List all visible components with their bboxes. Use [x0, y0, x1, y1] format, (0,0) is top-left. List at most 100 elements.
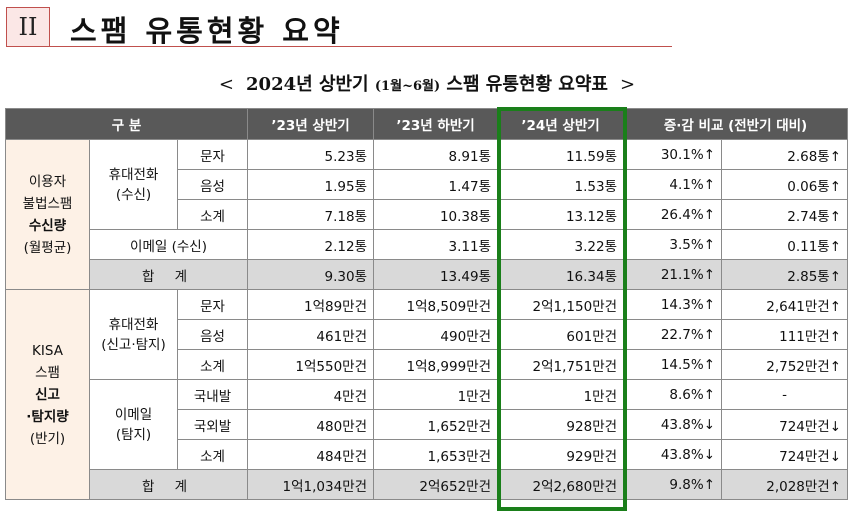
cell-h24a: 2억1,150만건 — [497, 289, 625, 320]
cell-h23b: 8.91통 — [373, 139, 499, 170]
table-row: 소계 7.18통 10.38통 13.12통 26.4%↑ 2.74통↑ — [6, 199, 849, 230]
cell-h23a: 7.18통 — [247, 199, 375, 230]
section2-label: KISA 스팸 신고 ·탐지량 (반기) — [5, 289, 90, 500]
cell-h24a: 601만건 — [497, 319, 625, 350]
table-row: 이메일 (탐지) 국내발 4만건 1만건 1만건 8.6%↑ - — [6, 379, 849, 470]
cell-h23a: 1억89만건 — [247, 289, 375, 320]
row-label: 소계 — [176, 439, 249, 470]
table-header-row: 구 분 ’23년 상반기 ’23년 하반기 ’24년 상반기 증·감 비교 (전… — [4, 108, 849, 140]
cell-h24a: 928만건 — [497, 409, 625, 440]
section1-mobile-label: 휴대전화 (수신) — [89, 139, 178, 230]
cell-diff: 2,752만건↑ — [721, 349, 849, 380]
cell-h23b: 1만건 — [373, 379, 499, 410]
section-number-box: II — [6, 7, 50, 47]
row-label: 음성 — [176, 319, 249, 350]
cell-h23a: 461만건 — [247, 319, 375, 350]
cell-diff: 2.68통↑ — [721, 139, 849, 170]
cell-h23a: 2.12통 — [247, 229, 375, 260]
section2-mobile-label: 휴대전화 (신고·탐지) — [89, 289, 178, 380]
row-label: 합 계 — [88, 469, 249, 500]
header-change: 증·감 비교 (전반기 대비) — [623, 108, 849, 140]
row-label: 문자 — [176, 289, 249, 320]
table-row: 국외발 480만건 1,652만건 928만건 43.8%↓ 724만건↓ — [6, 409, 849, 440]
cell-h23a: 484만건 — [247, 439, 375, 470]
table-row-total: 합 계 1억1,034만건 2억652만건 2억2,680만건 9.8%↑ 2,… — [6, 469, 849, 500]
row-label: 문자 — [176, 139, 249, 170]
table-row: 이메일 (수신) 2.12통 3.11통 3.22통 3.5%↑ 0.11통↑ — [6, 229, 849, 260]
cell-diff: 724만건↓ — [721, 439, 849, 470]
header-h24a: ’24년 상반기 — [497, 108, 625, 140]
cell-h23a: 1.95통 — [247, 169, 375, 200]
cell-h24a: 2억1,751만건 — [497, 349, 625, 380]
cell-h23b: 3.11통 — [373, 229, 499, 260]
spam-summary-table: 구 분 ’23년 상반기 ’23년 하반기 ’24년 상반기 증·감 비교 (전… — [4, 108, 849, 500]
cell-h24a: 1.53통 — [497, 169, 625, 200]
cell-pct: 8.6%↑ — [623, 379, 723, 410]
cell-pct: 14.5%↑ — [623, 349, 723, 380]
title-underline — [50, 46, 672, 47]
cell-h23a: 9.30통 — [247, 259, 375, 290]
table-row: 소계 1억550만건 1억8,999만건 2억1,751만건 14.5%↑ 2,… — [6, 349, 849, 380]
row-label: 소계 — [176, 349, 249, 380]
row-label: 국내발 — [176, 379, 249, 410]
cell-pct: 43.8%↓ — [623, 439, 723, 470]
cell-h24a: 13.12통 — [497, 199, 625, 230]
section1-label: 이용자 불법스팸 수신량 (월평균) — [5, 139, 90, 290]
table-row: 소계 484만건 1,653만건 929만건 43.8%↓ 724만건↓ — [6, 439, 849, 470]
table-row: 이용자 불법스팸 수신량 (월평균) 휴대전화 (수신) 문자 5.23통 8.… — [5, 139, 849, 290]
cell-h23b: 1,652만건 — [373, 409, 499, 440]
cell-pct: 21.1%↑ — [623, 259, 723, 290]
cell-diff: 111만건↑ — [721, 319, 849, 350]
cell-h23b: 1억8,509만건 — [373, 289, 499, 320]
section-number: II — [18, 13, 38, 41]
cell-h24a: 16.34통 — [497, 259, 625, 290]
row-label: 이메일 (수신) — [88, 229, 249, 260]
cell-h23a: 4만건 — [247, 379, 375, 410]
cell-diff: 2,028만건↑ — [721, 469, 849, 500]
section2-email-label: 이메일 (탐지) — [89, 379, 178, 470]
cell-h24a: 11.59통 — [497, 139, 625, 170]
row-label: 국외발 — [176, 409, 249, 440]
cell-pct: 43.8%↓ — [623, 409, 723, 440]
cell-h23a: 5.23통 — [247, 139, 375, 170]
page-title: 스팸 유통현황 요약 — [70, 14, 344, 48]
cell-h23b: 1,653만건 — [373, 439, 499, 470]
cell-h23a: 480만건 — [247, 409, 375, 440]
cell-h23a: 1억1,034만건 — [247, 469, 375, 500]
cell-pct: 9.8%↑ — [623, 469, 723, 500]
header-h23b: ’23년 하반기 — [373, 108, 499, 140]
cell-diff: 0.06통↑ — [721, 169, 849, 200]
cell-h23b: 490만건 — [373, 319, 499, 350]
cell-diff: 2.74통↑ — [721, 199, 849, 230]
cell-pct: 3.5%↑ — [623, 229, 723, 260]
cell-diff: 2,641만건↑ — [721, 289, 849, 320]
cell-pct: 22.7%↑ — [623, 319, 723, 350]
table-row-total: 합 계 9.30통 13.49통 16.34통 21.1%↑ 2.85통↑ — [6, 259, 849, 290]
cell-pct: 30.1%↑ — [623, 139, 723, 170]
cell-h24a: 929만건 — [497, 439, 625, 470]
header-category: 구 분 — [4, 108, 249, 140]
cell-h24a: 3.22통 — [497, 229, 625, 260]
row-label: 합 계 — [88, 259, 249, 290]
row-label: 음성 — [176, 169, 249, 200]
table-subtitle: <2024년 상반기 (1월~6월) 스팸 유통현황 요약표 > — [218, 74, 636, 95]
cell-diff: 0.11통↑ — [721, 229, 849, 260]
cell-pct: 4.1%↑ — [623, 169, 723, 200]
cell-pct: 14.3%↑ — [623, 289, 723, 320]
cell-h23b: 10.38통 — [373, 199, 499, 230]
cell-diff: - — [721, 379, 849, 410]
table-row: 음성 461만건 490만건 601만건 22.7%↑ 111만건↑ — [6, 319, 849, 350]
cell-h23b: 1.47통 — [373, 169, 499, 200]
cell-h23a: 1억550만건 — [247, 349, 375, 380]
row-label: 소계 — [176, 199, 249, 230]
cell-diff: 2.85통↑ — [721, 259, 849, 290]
cell-h23b: 2억652만건 — [373, 469, 499, 500]
cell-h23b: 13.49통 — [373, 259, 499, 290]
cell-h24a: 1만건 — [497, 379, 625, 410]
cell-diff: 724만건↓ — [721, 409, 849, 440]
header-h23a: ’23년 상반기 — [247, 108, 375, 140]
table-row: KISA 스팸 신고 ·탐지량 (반기) 휴대전화 (신고·탐지) 문자 1억8… — [5, 289, 849, 500]
cell-h24a: 2억2,680만건 — [497, 469, 625, 500]
cell-pct: 26.4%↑ — [623, 199, 723, 230]
cell-h23b: 1억8,999만건 — [373, 349, 499, 380]
